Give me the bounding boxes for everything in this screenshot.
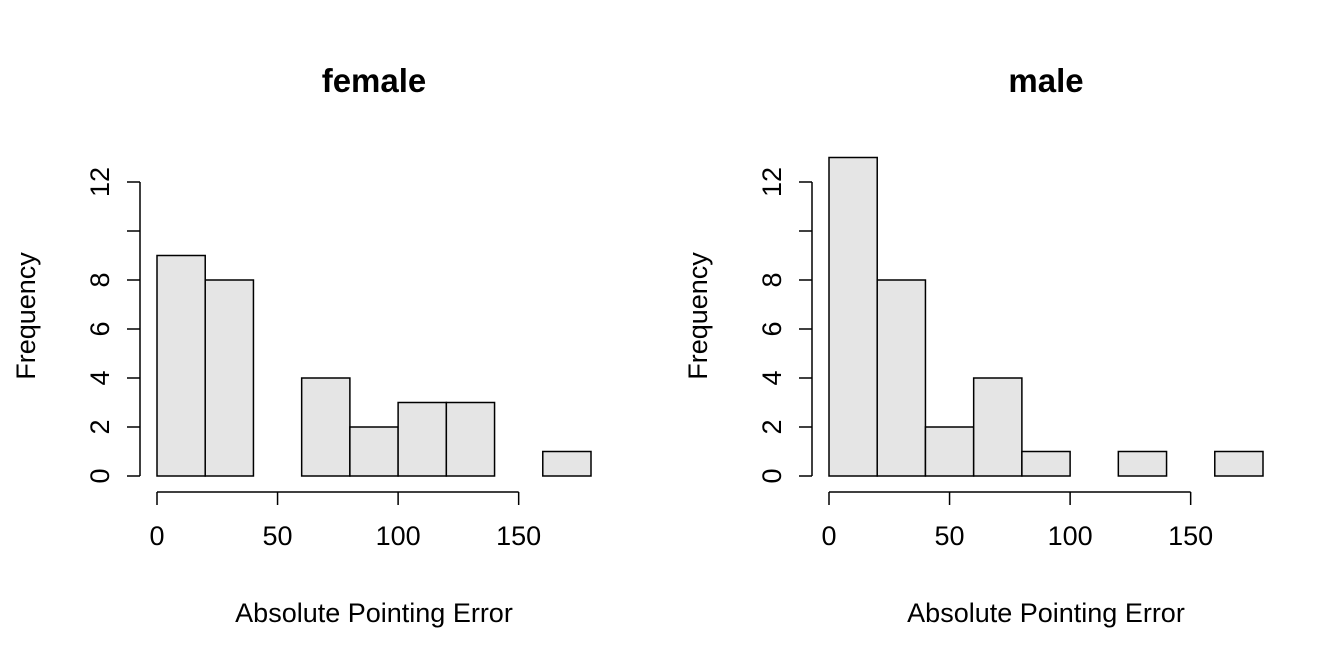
y-tick-label: 0 [85, 468, 115, 483]
chart-title: male [1008, 62, 1083, 99]
histogram-bar [876, 279, 927, 477]
histogram-bar [204, 279, 255, 477]
y-tick-label: 6 [757, 321, 787, 336]
x-axis: 0 50 100 150 [149, 491, 541, 551]
bars-group [156, 254, 592, 477]
histogram-bar [445, 401, 496, 477]
histogram-bar [1117, 450, 1168, 477]
y-tick-label: 8 [85, 272, 115, 287]
x-tick-label: 100 [376, 521, 421, 551]
bars-group [828, 156, 1264, 477]
y-tick-label: 6 [85, 321, 115, 336]
male-histogram-panel: male Frequency Absolute Pointing Error 0… [683, 62, 1264, 628]
x-axis: 0 50 100 150 [821, 491, 1213, 551]
histogram-bar [542, 450, 592, 477]
y-tick-label: 4 [757, 370, 787, 385]
histogram-bar [156, 254, 206, 477]
histogram-bar [300, 377, 351, 477]
x-tick-label: 0 [821, 521, 836, 551]
y-tick-label: 2 [85, 419, 115, 434]
histogram-bar [924, 426, 975, 477]
y-axis: 0 2 4 6 8 12 [757, 167, 813, 484]
histogram-bar [828, 156, 878, 477]
female-histogram-panel: female Frequency Absolute Pointing Error… [11, 62, 592, 628]
x-axis-label: Absolute Pointing Error [907, 598, 1185, 628]
x-tick-label: 50 [935, 521, 965, 551]
histogram-bar [972, 377, 1023, 477]
x-tick-label: 0 [149, 521, 164, 551]
x-axis-label: Absolute Pointing Error [235, 598, 513, 628]
y-tick-label: 2 [757, 419, 787, 434]
histogram-bar [1021, 450, 1071, 477]
y-axis: 0 2 4 6 8 12 [85, 167, 141, 484]
y-tick-label: 12 [85, 167, 115, 197]
y-tick-label: 12 [757, 167, 787, 197]
y-tick-label: 4 [85, 370, 115, 385]
chart-title: female [322, 62, 427, 99]
histogram-bar [349, 426, 399, 477]
y-axis-label: Frequency [11, 252, 41, 380]
y-tick-label: 8 [757, 272, 787, 287]
y-tick-label: 0 [757, 468, 787, 483]
x-tick-label: 150 [496, 521, 541, 551]
y-axis-label: Frequency [683, 252, 713, 380]
x-tick-label: 150 [1168, 521, 1213, 551]
histogram-bar [397, 401, 448, 477]
x-tick-label: 50 [263, 521, 293, 551]
histogram-bar [1214, 450, 1264, 477]
x-tick-label: 100 [1048, 521, 1093, 551]
